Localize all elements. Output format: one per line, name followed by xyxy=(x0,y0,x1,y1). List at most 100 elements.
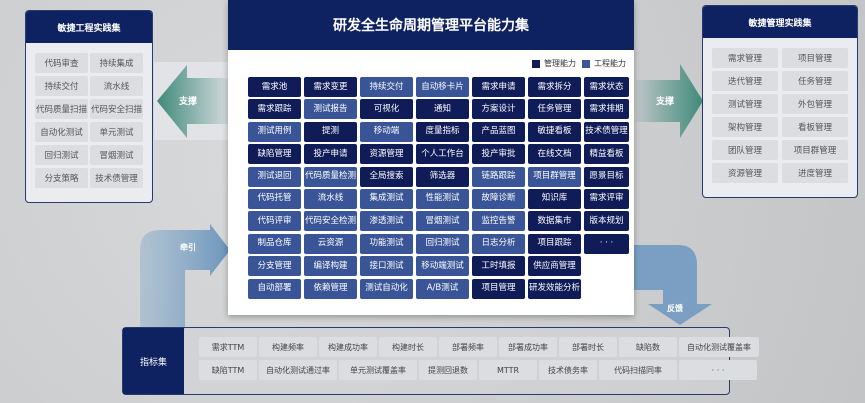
capability-cell[interactable]: 缺陷管理 xyxy=(248,144,301,165)
capability-cell[interactable]: 代码评审 xyxy=(248,211,301,232)
capability-cell[interactable]: 自动移卡片 xyxy=(416,77,469,97)
practice-item[interactable]: 进度管理 xyxy=(782,163,848,183)
metric-item[interactable]: 单元测试覆盖率 xyxy=(339,360,417,380)
metric-item[interactable]: 部署频率 xyxy=(439,337,497,357)
practice-item[interactable]: 资源管理 xyxy=(712,163,778,183)
metric-item[interactable]: · · · xyxy=(679,360,757,380)
capability-cell[interactable]: 功能测试 xyxy=(360,233,413,254)
capability-cell[interactable]: 移动端测试 xyxy=(416,256,469,277)
capability-cell[interactable]: 精益看板 xyxy=(584,144,629,165)
capability-cell[interactable]: 代码安全检测 xyxy=(304,211,357,232)
metric-item[interactable]: 部署成功率 xyxy=(499,337,557,357)
practice-item[interactable]: 分支策略 xyxy=(35,168,88,188)
capability-cell[interactable]: 项目跟踪 xyxy=(528,233,581,254)
capability-cell[interactable]: 需求变更 xyxy=(304,77,357,97)
metric-item[interactable]: 部署时长 xyxy=(559,337,617,357)
capability-cell[interactable]: 流水线 xyxy=(304,188,357,209)
capability-cell[interactable]: 测试用例 xyxy=(248,121,301,142)
capability-cell[interactable]: 版本规划 xyxy=(584,211,629,232)
metric-item[interactable]: 自动化测试覆盖率 xyxy=(679,337,759,357)
capability-cell[interactable]: 渗透测试 xyxy=(360,211,413,232)
capability-cell[interactable]: 项目管理 xyxy=(472,278,525,299)
capability-cell[interactable]: 自动部署 xyxy=(248,278,301,299)
metric-item[interactable]: MTTR xyxy=(479,360,537,380)
capability-cell[interactable]: 知识库 xyxy=(528,188,581,209)
capability-cell[interactable]: 需求状态 xyxy=(584,77,629,97)
capability-cell[interactable]: 需求评审 xyxy=(584,188,629,209)
metric-item[interactable]: 自动化测试通过率 xyxy=(259,360,337,380)
metric-item[interactable]: 缺陷TTM xyxy=(199,360,257,380)
capability-cell[interactable]: 测试退回 xyxy=(248,166,301,187)
metric-item[interactable]: 技术债务率 xyxy=(539,360,597,380)
capability-cell[interactable]: 接口测试 xyxy=(360,256,413,277)
practice-item[interactable]: 回归测试 xyxy=(35,145,88,165)
practice-item[interactable]: 迭代管理 xyxy=(712,71,778,91)
practice-item[interactable]: 架构管理 xyxy=(712,117,778,137)
practice-item[interactable]: 项目管理 xyxy=(782,48,848,68)
metric-item[interactable]: 缺陷数 xyxy=(619,337,677,357)
capability-cell[interactable]: 筛选器 xyxy=(416,166,469,187)
capability-cell[interactable]: 分支管理 xyxy=(248,256,301,277)
capability-cell[interactable]: 方案设计 xyxy=(472,99,525,120)
practice-item[interactable]: 代码质量扫描 xyxy=(35,99,88,119)
capability-cell[interactable]: 云资源 xyxy=(304,233,357,254)
capability-cell[interactable]: 资源管理 xyxy=(360,144,413,165)
capability-cell[interactable]: 提测 xyxy=(304,121,357,142)
capability-cell[interactable]: 投产申请 xyxy=(304,144,357,165)
metric-item[interactable]: 提测回退数 xyxy=(419,360,477,380)
practice-item[interactable]: 代码审查 xyxy=(35,53,88,73)
capability-cell[interactable]: 制品仓库 xyxy=(248,233,301,254)
capability-cell[interactable]: 需求池 xyxy=(248,77,301,97)
capability-cell[interactable]: 持续交付 xyxy=(360,77,413,97)
capability-cell[interactable]: 故障诊断 xyxy=(472,188,525,209)
capability-cell[interactable]: 技术债管理 xyxy=(584,121,629,142)
capability-cell[interactable]: 编译构建 xyxy=(304,256,357,277)
capability-cell[interactable]: 敏捷看板 xyxy=(528,121,581,142)
practice-item[interactable]: 任务管理 xyxy=(782,71,848,91)
metric-item[interactable]: 代码扫描同率 xyxy=(599,360,677,380)
capability-cell[interactable]: 需求申请 xyxy=(472,77,525,97)
capability-cell[interactable]: 愿景目标 xyxy=(584,166,629,187)
capability-cell[interactable]: 监控告警 xyxy=(472,211,525,232)
capability-cell[interactable]: 性能测试 xyxy=(416,188,469,209)
practice-item[interactable]: 技术债管理 xyxy=(90,168,143,188)
capability-cell[interactable]: 投产审批 xyxy=(472,144,525,165)
capability-cell[interactable]: 日志分析 xyxy=(472,233,525,254)
practice-item[interactable]: 冒烟测试 xyxy=(90,145,143,165)
capability-cell[interactable]: 任务管理 xyxy=(528,99,581,120)
capability-cell[interactable]: 在线文档 xyxy=(528,144,581,165)
practice-item[interactable]: 持续集成 xyxy=(90,53,143,73)
capability-cell[interactable]: 研发效能分析 xyxy=(528,278,581,299)
practice-item[interactable]: 单元测试 xyxy=(90,122,143,142)
capability-cell[interactable]: 需求跟踪 xyxy=(248,99,301,120)
practice-item[interactable]: 代码安全扫描 xyxy=(90,99,143,119)
capability-cell[interactable]: 需求排期 xyxy=(584,99,629,120)
practice-item[interactable]: 团队管理 xyxy=(712,140,778,160)
capability-cell[interactable]: 代码质量检测 xyxy=(304,166,357,187)
capability-cell[interactable]: 度量指标 xyxy=(416,121,469,142)
metric-item[interactable]: 需求TTM xyxy=(199,337,257,357)
metric-item[interactable]: 构建时长 xyxy=(379,337,437,357)
capability-cell[interactable]: 回归测试 xyxy=(416,233,469,254)
capability-cell[interactable]: 移动端 xyxy=(360,121,413,142)
practice-item[interactable]: 持续交付 xyxy=(35,76,88,96)
capability-cell[interactable]: 依赖管理 xyxy=(304,278,357,299)
practice-item[interactable]: 自动化测试 xyxy=(35,122,88,142)
capability-cell[interactable]: 链路跟踪 xyxy=(472,166,525,187)
capability-cell[interactable]: 冒烟测试 xyxy=(416,211,469,232)
practice-item[interactable]: 外包管理 xyxy=(782,94,848,114)
capability-cell[interactable]: 产品蓝图 xyxy=(472,121,525,142)
capability-cell[interactable]: 个人工作台 xyxy=(416,144,469,165)
capability-cell[interactable]: 通知 xyxy=(416,99,469,120)
capability-cell[interactable]: 可视化 xyxy=(360,99,413,120)
capability-cell[interactable]: 全局搜索 xyxy=(360,166,413,187)
capability-cell[interactable]: A/B测试 xyxy=(416,278,469,299)
capability-cell[interactable]: 供应商管理 xyxy=(528,256,581,277)
practice-item[interactable]: 流水线 xyxy=(90,76,143,96)
practice-item[interactable]: 测试管理 xyxy=(712,94,778,114)
practice-item[interactable]: 需求管理 xyxy=(712,48,778,68)
capability-cell[interactable]: 代码托管 xyxy=(248,188,301,209)
capability-cell[interactable]: 测试自动化 xyxy=(360,278,413,299)
practice-item[interactable]: 项目群管理 xyxy=(782,140,848,160)
capability-cell[interactable]: 工时填报 xyxy=(472,256,525,277)
